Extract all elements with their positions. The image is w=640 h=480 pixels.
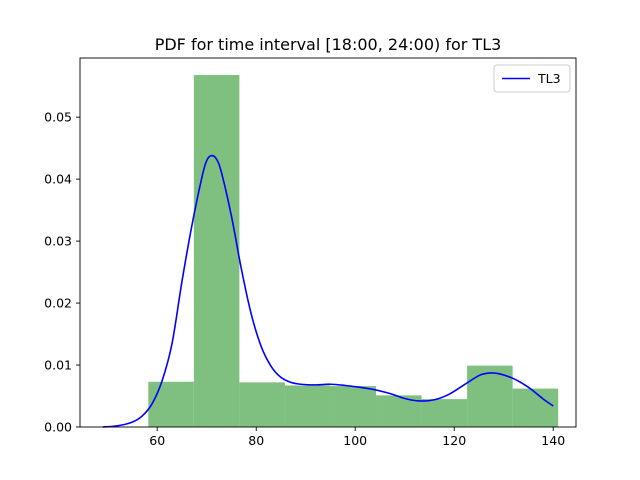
y-tick-label: 0.00: [44, 420, 72, 435]
histogram-bar-1: [193, 75, 240, 428]
histogram-bar-3: [284, 385, 331, 427]
x-tick-label: 120: [442, 433, 466, 448]
histogram-bar-6: [421, 399, 468, 427]
x-tick-label: 60: [149, 433, 165, 448]
x-tick-label: 80: [248, 433, 264, 448]
x-tick-label: 140: [541, 433, 565, 448]
y-tick-label: 0.01: [44, 358, 72, 373]
legend-label: TL3: [537, 71, 561, 86]
legend: TL3: [493, 64, 571, 93]
histogram-bar-4: [330, 386, 377, 427]
y-tick-label: 0.02: [44, 296, 72, 311]
x-tick-label: 100: [343, 433, 367, 448]
y-tick-label: 0.04: [44, 172, 72, 187]
y-tick-label: 0.05: [44, 110, 72, 125]
chart-title: PDF for time interval [18:00, 24:00) for…: [155, 35, 502, 54]
series-lines: [102, 154, 554, 428]
histogram-bars: [148, 75, 559, 428]
y-tick-label: 0.03: [44, 234, 72, 249]
axes: 60 80 100 120 140 0.00 0.01 0.02 0.03 0.04 0.05: [44, 57, 577, 448]
histogram-bar-2: [239, 382, 285, 427]
histogram-bar-8: [512, 388, 559, 427]
series-line-0: [102, 154, 554, 428]
plot-frame: [79, 57, 577, 428]
legend-box: [493, 64, 571, 93]
histogram-bar-0: [148, 381, 194, 427]
